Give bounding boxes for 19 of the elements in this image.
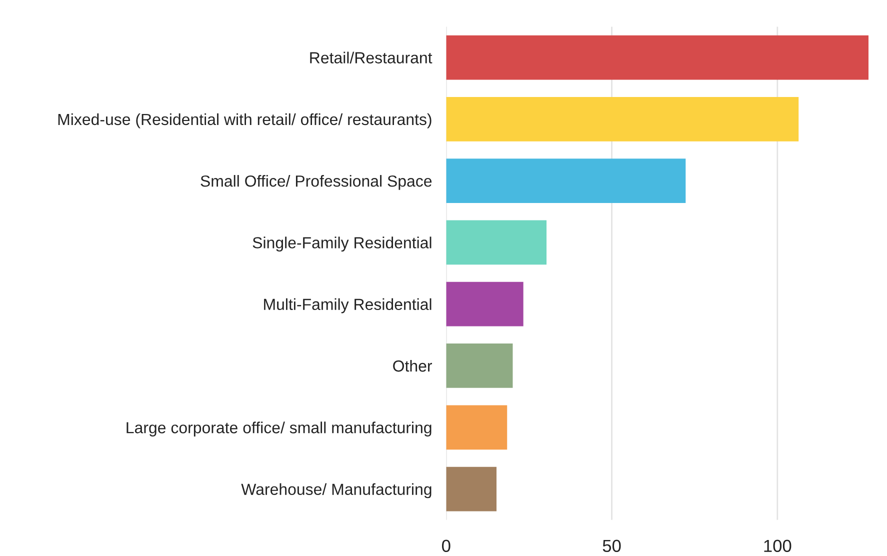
- y-tick-label: Large corporate office/ small manufacturing: [126, 422, 432, 436]
- bar: [446, 158, 686, 203]
- y-tick-label: Other: [393, 360, 432, 372]
- y-tick-label: Small Office/ Professional Space: [200, 175, 432, 190]
- bar: [446, 344, 513, 388]
- y-tick-label: Retail/Restaurant: [310, 52, 432, 64]
- y-tick-label: Multi-Family Residential: [264, 298, 432, 314]
- y-tick-label: Mixed-use (Residential with retail/ office/ restaurants): [58, 113, 432, 128]
- bar: [446, 96, 799, 142]
- bar: [446, 220, 547, 265]
- x-tick-label: 50: [602, 540, 621, 552]
- y-tick-label: Single-Family Residential: [252, 236, 432, 252]
- bar: [446, 405, 508, 450]
- bar: [446, 466, 497, 512]
- y-tick-label: Warehouse/ Manufacturing: [241, 483, 432, 498]
- bar: [446, 282, 524, 326]
- bar: [446, 35, 868, 80]
- x-tick-label: 0: [442, 540, 450, 552]
- x-tick-label: 100: [764, 540, 792, 552]
